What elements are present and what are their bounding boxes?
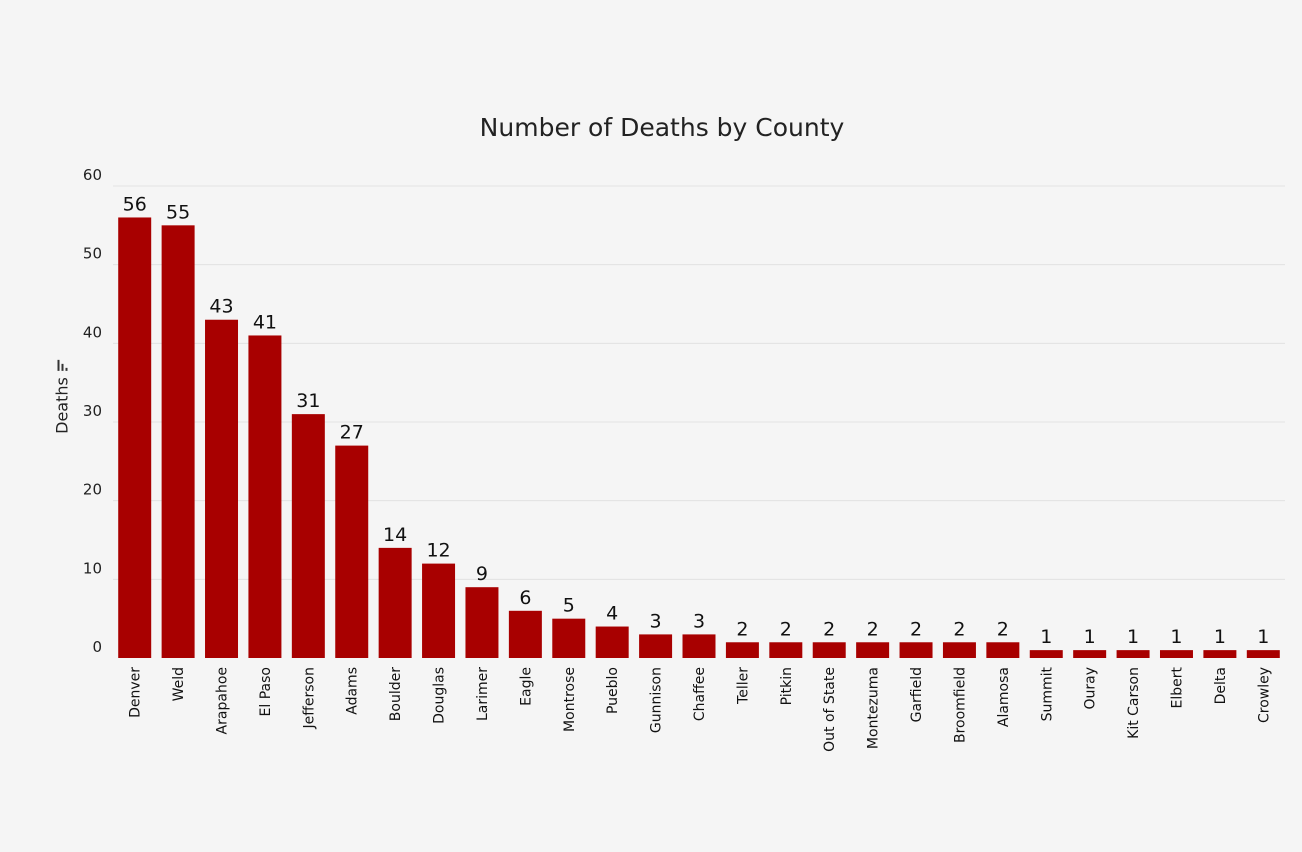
x-tick-label: El Paso [258,667,274,716]
bar[interactable] [1116,650,1150,658]
x-tick-label: Teller [735,667,751,705]
x-tick-label: Boulder [388,667,404,721]
y-tick-label: 0 [92,638,102,656]
bar[interactable] [465,587,499,658]
data-label: 2 [910,618,922,640]
x-tick-label: Chaffee [692,667,708,721]
bar[interactable] [682,634,716,658]
x-tick-label: Eagle [518,667,534,706]
data-label: 2 [953,618,965,640]
data-label: 1 [1084,626,1096,648]
bar[interactable] [291,414,325,658]
x-tick-label: Alamosa [996,667,1012,727]
bar[interactable] [378,547,412,658]
bar[interactable] [1203,650,1237,658]
category-labels: Denver Weld Arapahoe El Paso Jefferson Adams B… [128,666,1273,751]
bar[interactable] [1159,650,1193,658]
data-label: 56 [123,193,147,215]
x-tick-label: Gunnison [649,667,665,733]
bar[interactable] [942,642,976,658]
bar[interactable] [1029,650,1063,658]
x-tick-label: Elbert [1169,666,1185,708]
bar[interactable] [205,319,239,658]
bar[interactable] [422,563,456,658]
bar[interactable] [595,626,629,658]
data-label: 2 [997,618,1009,640]
data-label: 2 [780,618,792,640]
y-tick-labels: 0 10 20 30 40 50 60 [83,166,102,656]
data-label: 1 [1040,626,1052,648]
y-tick-label: 30 [83,402,102,420]
x-tick-label: Ouray [1083,667,1099,710]
x-tick-label: Weld [171,667,187,701]
grid-lines [113,185,1285,580]
data-label: 2 [736,618,748,640]
bar[interactable] [899,642,933,658]
x-tick-label: Out of State [822,667,838,752]
bar[interactable] [856,642,890,658]
y-tick-label: 50 [83,245,102,263]
x-tick-label: Pueblo [605,667,621,714]
bar[interactable] [552,618,586,658]
data-label: 41 [253,311,277,333]
x-tick-label: Delta [1213,667,1229,704]
data-label: 9 [476,563,488,585]
data-label: 5 [563,595,575,617]
data-label: 1 [1214,626,1226,648]
x-tick-label: Broomfield [952,667,968,743]
data-label: 3 [693,610,705,632]
data-label: 43 [209,296,233,318]
data-label: 31 [296,390,320,412]
bar[interactable] [335,445,369,658]
data-label: 1 [1257,626,1269,648]
x-tick-label: Garfield [909,667,925,722]
data-label: 4 [606,603,618,625]
x-tick-label: Crowley [1256,667,1272,723]
data-label: 12 [426,540,450,562]
bar[interactable] [725,642,759,658]
data-label: 3 [650,610,662,632]
x-tick-label: Summit [1039,666,1055,721]
x-tick-label: Kit Carson [1126,667,1142,739]
x-tick-label: Pitkin [779,667,795,705]
y-tick-label: 40 [83,323,102,341]
bar[interactable] [986,642,1020,658]
y-tick-label: 10 [83,559,102,577]
bar[interactable] [812,642,846,658]
x-tick-label: Arapahoe [215,667,231,734]
bars [118,217,1280,659]
bar[interactable] [118,217,152,658]
x-tick-label: Larimer [475,667,491,721]
x-tick-label: Montrose [562,667,578,732]
x-tick-label: Denver [128,667,144,718]
data-label: 55 [166,201,190,223]
data-label: 2 [867,618,879,640]
bar[interactable] [1073,650,1107,658]
x-tick-label: Douglas [432,667,448,724]
data-label: 2 [823,618,835,640]
bar[interactable] [639,634,673,658]
y-tick-label: 20 [83,481,102,499]
data-label: 1 [1170,626,1182,648]
x-tick-label: Jefferson [301,667,317,730]
bar[interactable] [161,225,195,659]
bar[interactable] [508,610,542,658]
data-label: 14 [383,524,407,546]
x-tick-label: Adams [345,667,361,715]
bar[interactable] [1246,650,1280,658]
bar[interactable] [769,642,803,658]
data-label: 6 [519,587,531,609]
chart-title: Number of Deaths by County [479,113,845,142]
bar[interactable] [248,335,282,658]
y-tick-label: 60 [83,166,102,184]
data-label: 27 [340,422,364,444]
x-tick-label: Montezuma [866,667,882,749]
data-label: 1 [1127,626,1139,648]
